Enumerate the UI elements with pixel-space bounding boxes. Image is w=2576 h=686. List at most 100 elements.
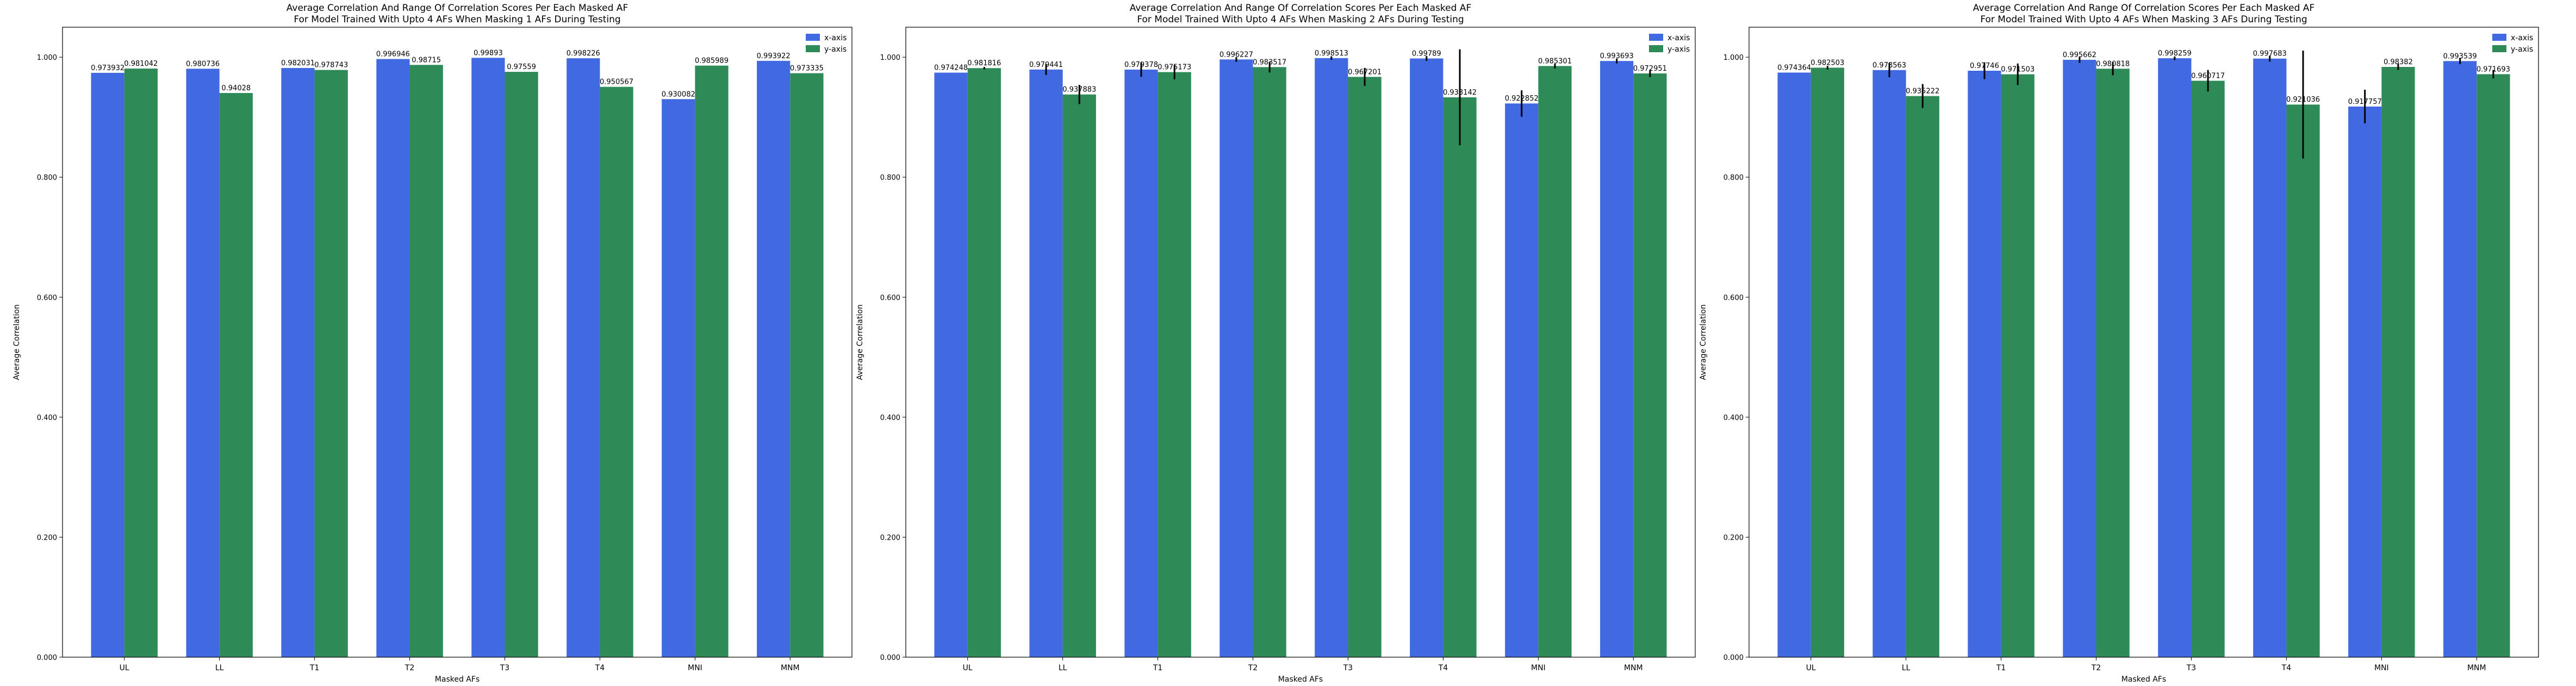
bar-y-axis-UL <box>124 69 158 658</box>
bar-value-label: 0.98715 <box>412 56 441 64</box>
bar-value-label: 0.997683 <box>2253 50 2287 58</box>
y-tick-label: 0.000 <box>1723 654 1744 662</box>
bar-x-axis-LL <box>186 69 220 657</box>
y-tick-label: 0.400 <box>37 414 57 422</box>
y-tick-label: 1.000 <box>880 54 900 62</box>
bar-x-axis-UL <box>91 72 125 658</box>
x-tick-label: T4 <box>2281 664 2292 672</box>
legend-swatch-x-axis <box>806 34 820 41</box>
bar-x-axis-T3 <box>471 58 505 658</box>
bar-x-axis-T4 <box>2253 58 2287 658</box>
bar-y-axis-LL <box>1062 94 1096 657</box>
bar-y-axis-UL <box>1810 67 1844 657</box>
plot-frame <box>62 27 853 658</box>
x-tick-label: LL <box>1059 664 1067 672</box>
bar-x-axis-MNI <box>662 99 695 657</box>
y-tick-label: 0.200 <box>37 534 57 542</box>
bar-value-label: 0.972951 <box>1633 65 1667 73</box>
bar-x-axis-T1 <box>281 67 315 658</box>
legend-label: x-axis <box>1667 34 1690 42</box>
legend-label: x-axis <box>824 34 847 42</box>
x-tick-label: MNI <box>1531 664 1546 672</box>
bar-value-label: 0.922852 <box>1505 95 1539 103</box>
bar-value-label: 0.978563 <box>1872 61 1906 70</box>
bar-value-label: 0.982031 <box>281 59 315 67</box>
bar-x-axis-T3 <box>2158 58 2192 657</box>
bar-y-axis-T2 <box>409 65 443 657</box>
bar-value-label: 0.985301 <box>1538 57 1572 65</box>
x-tick-label: MNM <box>1624 664 1643 672</box>
bar-y-axis-T2 <box>1253 67 1286 657</box>
bar-value-label: 0.937883 <box>1062 86 1096 94</box>
bar-y-axis-MNM <box>1633 73 1667 658</box>
bar-value-label: 0.94028 <box>221 84 251 92</box>
bar-value-label: 0.982503 <box>1810 59 1844 67</box>
bar-y-axis-T4 <box>2286 104 2320 657</box>
bar-value-label: 0.993693 <box>1600 52 1634 60</box>
x-tick-label: MNI <box>2374 664 2389 672</box>
bar-y-axis-T3 <box>1348 77 1382 658</box>
y-tick-label: 0.600 <box>1723 294 1744 302</box>
x-tick-label: T1 <box>309 664 319 672</box>
bar-x-axis-LL <box>1029 69 1063 657</box>
bar-x-axis-MNM <box>1600 61 1634 657</box>
bar-x-axis-LL <box>1872 70 1906 658</box>
bar-y-axis-UL <box>967 68 1001 657</box>
y-tick-label: 0.200 <box>880 534 900 542</box>
chart-title: Average Correlation And Range Of Correla… <box>1973 3 2314 14</box>
bar-value-label: 0.996227 <box>1219 51 1253 59</box>
legend-swatch-y-axis <box>2492 45 2506 52</box>
y-tick-label: 1.000 <box>1723 54 1744 62</box>
x-tick-label: T3 <box>2186 664 2196 672</box>
bar-value-label: 0.973932 <box>91 64 125 72</box>
legend-label: y-axis <box>1667 45 1690 54</box>
x-tick-label: T1 <box>1996 664 2006 672</box>
bar-x-axis-T4 <box>567 58 600 657</box>
legend-swatch-x-axis <box>2492 34 2506 41</box>
bar-value-label: 0.981816 <box>967 59 1001 67</box>
bar-x-axis-MNI <box>2348 106 2382 657</box>
x-tick-label: T3 <box>1343 664 1353 672</box>
x-tick-label: UL <box>120 664 129 672</box>
legend-label: x-axis <box>2511 34 2533 42</box>
x-tick-label: LL <box>215 664 224 672</box>
bar-x-axis-T1 <box>1968 71 2001 658</box>
plot-frame <box>905 27 1696 658</box>
bar-y-axis-T1 <box>2001 74 2034 657</box>
bar-value-label: 0.97746 <box>1970 62 1999 70</box>
x-tick-label: T1 <box>1153 664 1162 672</box>
bar-x-axis-MNI <box>1505 103 1539 657</box>
x-tick-label: MNI <box>688 664 702 672</box>
chart-subtitle: For Model Trained With Upto 4 AFs When M… <box>1137 14 1464 25</box>
bar-value-label: 0.993539 <box>2443 52 2477 60</box>
bar-value-label: 0.995662 <box>2063 51 2096 59</box>
chart-title: Average Correlation And Range Of Correla… <box>1130 3 1471 14</box>
bar-value-label: 0.933142 <box>1443 89 1477 97</box>
bar-value-label: 0.998226 <box>567 50 600 58</box>
bar-value-label: 0.917757 <box>2348 98 2382 106</box>
plot-frame <box>1749 27 2539 658</box>
bar-value-label: 0.979441 <box>1029 61 1063 69</box>
x-tick-label: T4 <box>595 664 605 672</box>
bar-y-axis-MNI <box>1538 66 1572 657</box>
bar-x-axis-MNM <box>757 60 791 657</box>
bar-value-label: 0.985989 <box>695 57 729 65</box>
legend-label: y-axis <box>2511 45 2533 54</box>
bar-y-axis-T1 <box>314 70 348 657</box>
bar-y-axis-LL <box>219 93 253 657</box>
y-tick-label: 0.200 <box>1723 534 1744 542</box>
y-tick-label: 0.800 <box>37 174 57 182</box>
chart-subtitle: For Model Trained With Upto 4 AFs When M… <box>1980 14 2307 25</box>
bar-value-label: 0.99789 <box>1412 50 1441 58</box>
y-tick-label: 0.400 <box>880 414 900 422</box>
chart-panel-1: Average Correlation And Range Of Correla… <box>13 3 853 684</box>
y-axis-label: Average Correlation <box>13 304 21 380</box>
bar-x-axis-UL <box>1777 72 1811 658</box>
bar-value-label: 0.996946 <box>376 51 410 59</box>
bar-value-label: 0.98382 <box>2384 58 2413 66</box>
bar-value-label: 0.998513 <box>1315 50 1348 58</box>
bar-x-axis-T1 <box>1124 69 1158 657</box>
chart-panel-2: Average Correlation And Range Of Correla… <box>856 3 1696 684</box>
bar-value-label: 0.975173 <box>1158 64 1191 72</box>
